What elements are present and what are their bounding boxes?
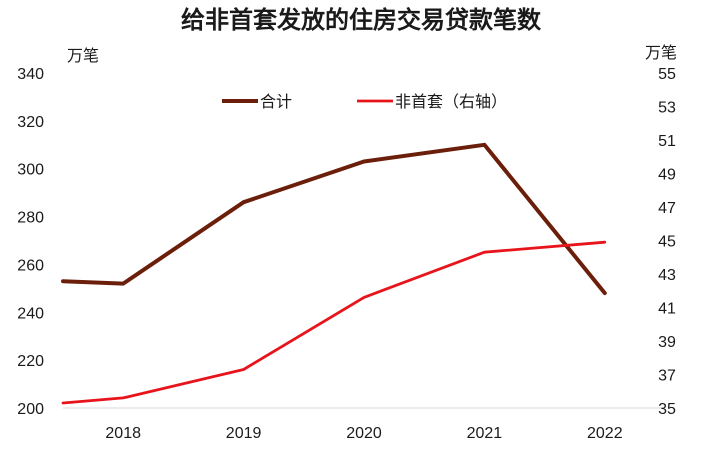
y-right-tick-label: 47 [658,200,676,217]
y-left-unit-label: 万笔 [67,46,99,65]
y-right-ticks: 35 37 39 41 43 45 47 49 51 53 55 [658,66,676,418]
x-tick-label: 2020 [346,425,382,442]
chart-title: 给非首套发放的住房交易贷款笔数 [181,6,542,34]
x-tick-label: 2018 [105,425,141,442]
x-tick-label: 2022 [587,425,623,442]
series-line-non-first-home [61,240,607,405]
y-left-ticks: 200 220 240 260 280 300 320 340 [17,66,44,418]
y-left-tick-label: 220 [17,353,44,370]
y-right-tick-label: 55 [658,66,676,83]
y-right-tick-label: 45 [658,234,676,251]
y-left-tick-label: 320 [17,114,44,131]
x-tick-label: 2019 [226,425,262,442]
y-left-tick-label: 260 [17,257,44,274]
y-left-tick-label: 300 [17,162,44,179]
x-tick-label: 2021 [467,425,503,442]
y-left-tick-label: 280 [17,210,44,227]
y-right-tick-label: 49 [658,167,676,184]
y-right-tick-label: 53 [658,100,676,117]
y-right-tick-label: 43 [658,267,676,284]
y-right-tick-label: 51 [658,133,676,150]
legend-label: 合计 [260,92,292,111]
series-lines [61,142,607,405]
y-right-tick-label: 39 [658,334,676,351]
legend: 合计 非首套（右轴） [222,92,507,111]
y-left-tick-label: 240 [17,305,44,322]
y-left-tick-label: 200 [17,401,44,418]
series-line-total [61,142,607,296]
y-right-tick-label: 35 [658,401,676,418]
x-ticks: 2018 2019 2020 2021 2022 [105,425,622,442]
y-right-unit-label: 万笔 [645,43,677,62]
legend-label: 非首套（右轴） [395,92,507,111]
y-right-tick-label: 41 [658,301,676,318]
y-left-tick-label: 340 [17,66,44,83]
y-right-tick-label: 37 [658,368,676,385]
